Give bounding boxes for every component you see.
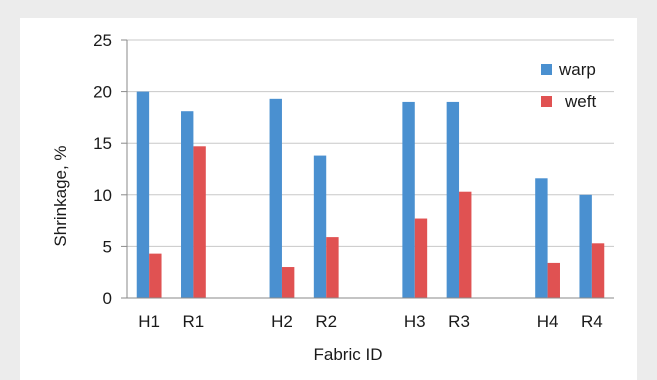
bar-warp-R3 bbox=[446, 101, 460, 298]
x-tick-label: R3 bbox=[448, 312, 470, 331]
x-tick-label: R1 bbox=[183, 312, 205, 331]
bars bbox=[136, 91, 605, 298]
legend-swatch-weft bbox=[541, 96, 552, 107]
bar-warp-H3 bbox=[402, 101, 415, 298]
x-tick-label: R2 bbox=[315, 312, 337, 331]
bar-weft-R4 bbox=[591, 243, 605, 298]
x-tick-label: H3 bbox=[404, 312, 426, 331]
bar-weft-R2 bbox=[326, 237, 339, 298]
y-tick-label: 10 bbox=[93, 186, 112, 205]
legend: warp weft bbox=[541, 60, 596, 111]
y-tick-label: 20 bbox=[93, 83, 112, 102]
bar-warp-R4 bbox=[579, 194, 592, 298]
y-tick-label: 25 bbox=[93, 31, 112, 50]
bar-warp-R1 bbox=[181, 111, 194, 298]
y-tick-label: 0 bbox=[103, 289, 112, 308]
bar-warp-H2 bbox=[269, 98, 282, 298]
axes: 0 5 10 15 20 25 H1 R1 H2 R2 H3 R3 H4 R4 bbox=[93, 31, 614, 331]
y-tick-label: 15 bbox=[93, 134, 112, 153]
legend-label-weft: weft bbox=[564, 92, 596, 111]
chart-area bbox=[20, 18, 637, 380]
bar-weft-H3 bbox=[414, 218, 428, 298]
y-axis-title: Shrinkage, % bbox=[51, 145, 70, 246]
bar-weft-H2 bbox=[281, 267, 295, 298]
bar-weft-H4 bbox=[547, 262, 560, 298]
bar-weft-H1 bbox=[149, 253, 162, 298]
legend-swatch-warp bbox=[541, 64, 552, 75]
bar-warp-R2 bbox=[313, 155, 327, 298]
gridlines bbox=[127, 39, 614, 247]
bar-warp-H4 bbox=[535, 178, 548, 298]
x-tick-label: H1 bbox=[138, 312, 160, 331]
bar-warp-H1 bbox=[136, 91, 150, 298]
x-tick-label: H4 bbox=[537, 312, 559, 331]
legend-label-warp: warp bbox=[558, 60, 596, 79]
y-tick-label: 5 bbox=[103, 237, 112, 256]
bar-weft-R1 bbox=[193, 146, 206, 298]
x-tick-label: H2 bbox=[271, 312, 293, 331]
bar-weft-R3 bbox=[459, 191, 472, 298]
x-axis-title: Fabric ID bbox=[314, 345, 383, 364]
x-tick-label: R4 bbox=[581, 312, 603, 331]
